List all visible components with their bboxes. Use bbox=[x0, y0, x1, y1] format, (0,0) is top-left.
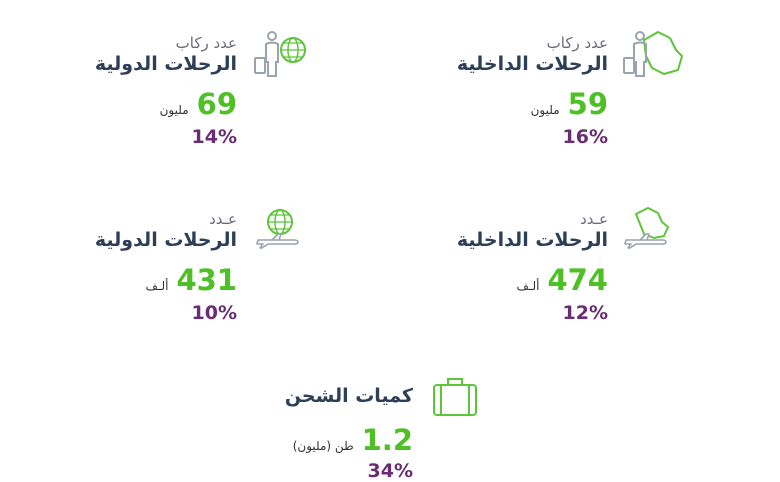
stat-label-top: عـدد bbox=[580, 210, 608, 228]
stat-title: الرحلات الدولية bbox=[94, 53, 237, 75]
stat-intl-flights: عـدد الرحلات الدولية 431 ألـف 10% bbox=[95, 210, 237, 324]
stat-dom-passengers: عدد ركاب الرحلات الداخلية 59 مليون 16% bbox=[457, 34, 608, 148]
stat-value: 431 bbox=[176, 263, 237, 297]
suitcase-icon bbox=[432, 376, 478, 418]
stat-percent: 14% bbox=[191, 126, 237, 148]
stat-value-row: 69 مليون bbox=[95, 88, 237, 120]
stat-percent: 16% bbox=[562, 126, 608, 148]
stat-value-row: 1.2 طن (مليون) bbox=[285, 424, 413, 456]
stat-value: 59 bbox=[567, 87, 608, 121]
stat-value-row: 59 مليون bbox=[457, 88, 608, 120]
stat-unit: مليون bbox=[530, 103, 560, 117]
stat-title: كميات الشحن bbox=[284, 385, 413, 407]
traveler-saudi-map-icon bbox=[622, 26, 684, 80]
stat-title: الرحلات الدولية bbox=[94, 229, 237, 251]
stat-title: الرحلات الداخلية bbox=[456, 53, 608, 75]
stat-cargo: كميات الشحن 1.2 طن (مليون) 34% bbox=[285, 384, 413, 482]
stat-percent: 34% bbox=[367, 460, 413, 482]
stat-percent: 12% bbox=[562, 302, 608, 324]
stat-value: 69 bbox=[196, 87, 237, 121]
stat-label-top: عـدد bbox=[209, 210, 237, 228]
airplane-saudi-map-icon bbox=[622, 206, 670, 250]
stat-unit: مليون bbox=[159, 103, 189, 117]
stat-value-row: 431 ألـف bbox=[95, 264, 237, 296]
stat-dom-flights: عـدد الرحلات الداخلية 474 ألـف 12% bbox=[457, 210, 608, 324]
stat-percent: 10% bbox=[191, 302, 237, 324]
stat-unit: ألـف bbox=[145, 279, 169, 293]
stat-unit: طن (مليون) bbox=[292, 439, 354, 453]
traveler-globe-icon bbox=[250, 28, 310, 80]
airplane-globe-icon bbox=[254, 206, 300, 250]
stat-unit: ألـف bbox=[516, 279, 540, 293]
stat-title: الرحلات الداخلية bbox=[456, 229, 608, 251]
stat-intl-passengers: عدد ركاب الرحلات الدولية 69 مليون 14% bbox=[95, 34, 237, 148]
stat-label-top: عدد ركاب bbox=[175, 34, 237, 52]
stat-value: 474 bbox=[547, 263, 608, 297]
stat-label-top: عدد ركاب bbox=[546, 34, 608, 52]
stat-value-row: 474 ألـف bbox=[457, 264, 608, 296]
stat-value: 1.2 bbox=[361, 423, 413, 457]
